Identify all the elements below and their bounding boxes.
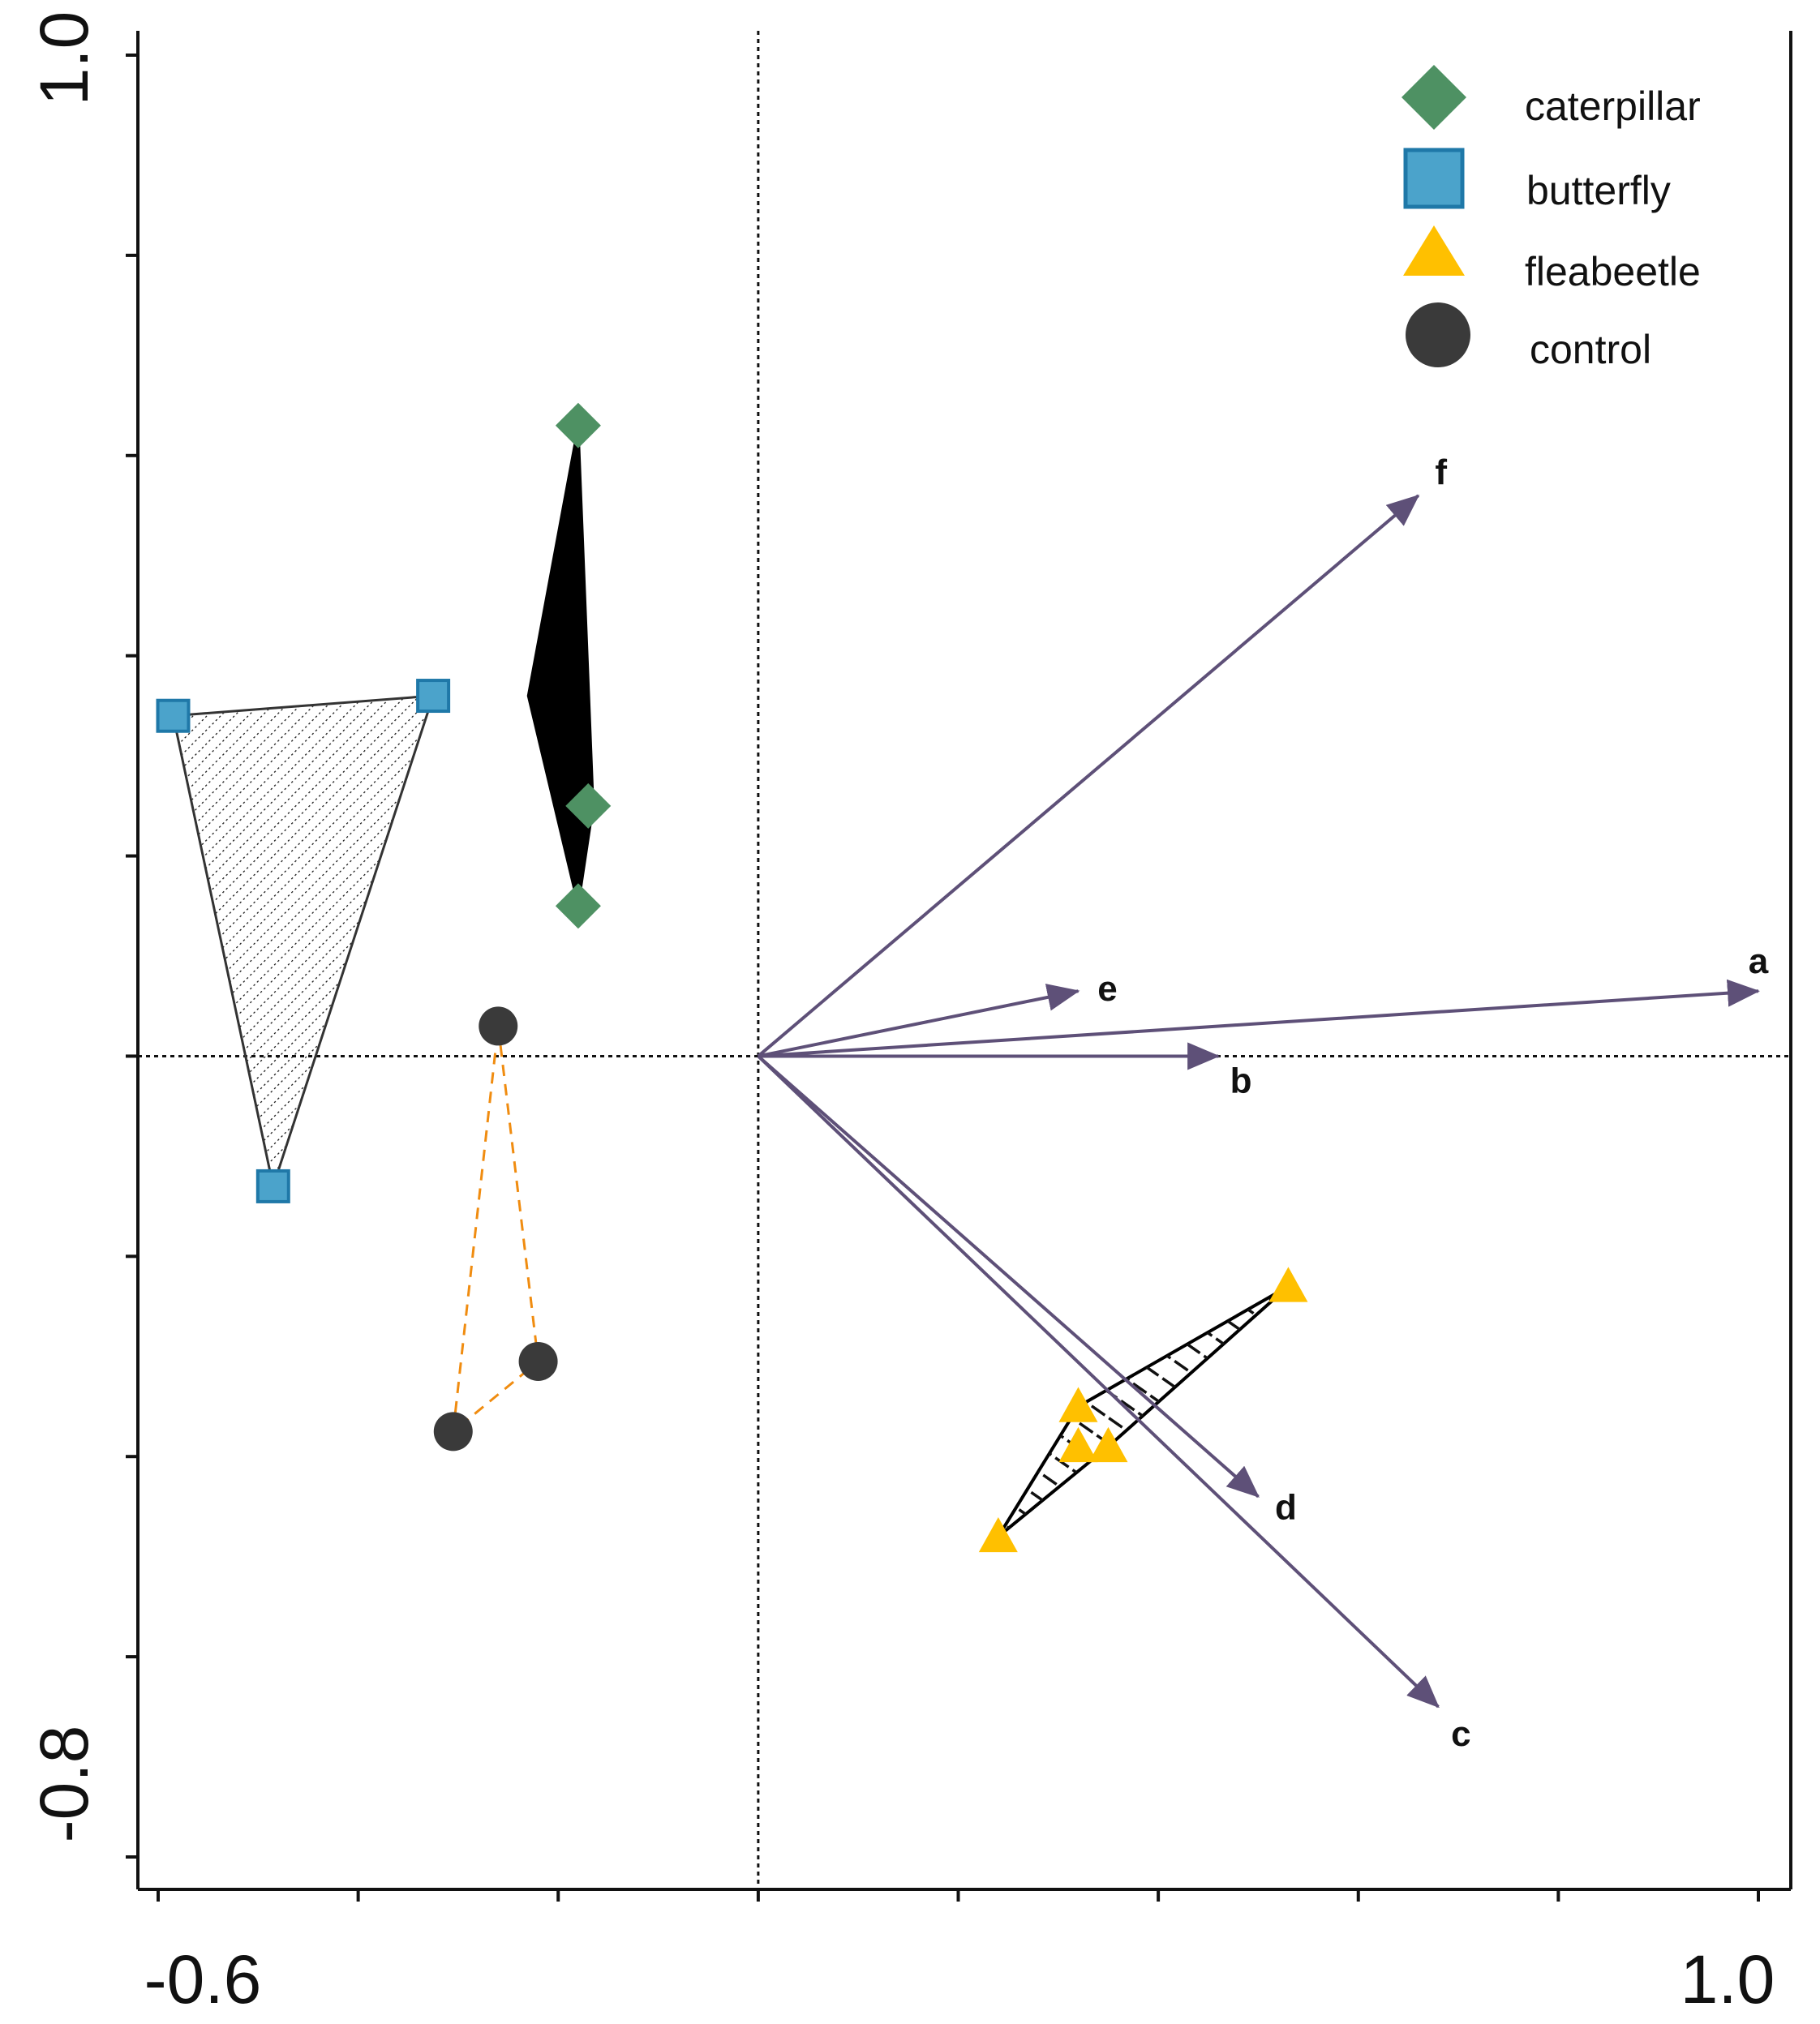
caterpillar-point-1: [565, 783, 612, 829]
fleabeetle-point-3: [1088, 1426, 1128, 1463]
control-point-1: [518, 1341, 558, 1381]
group-hulls: [171, 425, 1290, 1538]
caterpillar-point-2: [555, 883, 601, 929]
control-hull: [451, 1026, 540, 1434]
fleabeetle-point-1: [1058, 1387, 1098, 1422]
fleabeetle-hull-fill: [998, 1286, 1289, 1537]
vector-label-f: f: [1435, 452, 1447, 492]
plot-frame: [136, 31, 1792, 1891]
vector-arrow-d: [757, 1054, 1260, 1499]
butterfly-point-1: [416, 679, 451, 714]
legend-butterfly-label: butterfly: [1526, 168, 1671, 213]
y-tick-label-top: 1.0: [26, 11, 102, 106]
vector-label-c: c: [1451, 1714, 1470, 1754]
butterfly-hull: [171, 694, 436, 1191]
legend-fleabeetle-triangle-icon: [1403, 225, 1465, 276]
legend-butterfly-square-icon: [1403, 148, 1465, 209]
legend-caterpillar-label: caterpillar: [1525, 84, 1701, 129]
y-axis-ticks: [126, 54, 138, 1859]
y-tick-labels: 1.0 -0.8: [26, 11, 102, 1843]
vector-label-b: b: [1230, 1061, 1252, 1100]
vector-arrow-e: [758, 984, 1080, 1058]
fleabeetle-point-2: [1058, 1426, 1098, 1463]
control-point-0: [479, 1006, 518, 1046]
vector-arrow-a: [758, 979, 1760, 1058]
x-tick-label-left: -0.6: [144, 1941, 262, 2018]
legend-fleabeetle-label: fleabeetle: [1525, 249, 1701, 294]
caterpillar-hull: [526, 425, 595, 907]
caterpillar-point-0: [555, 402, 601, 448]
vector-arrow-c: [757, 1054, 1440, 1709]
biplot-vectors: a b c d e f: [757, 452, 1769, 1754]
fleabeetle-point-4: [978, 1516, 1018, 1553]
x-axis-ticks: [157, 1889, 1760, 1902]
vector-label-e: e: [1097, 969, 1117, 1009]
legend-control-circle-icon: [1406, 302, 1470, 367]
x-tick-label-right: 1.0: [1680, 1941, 1775, 2018]
fleabeetle-point-0: [1268, 1267, 1308, 1302]
vector-label-d: d: [1275, 1488, 1297, 1528]
legend-caterpillar-diamond-icon: [1401, 65, 1466, 130]
vector-arrow-f: [757, 494, 1420, 1057]
butterfly-point-0: [156, 698, 191, 733]
legend: caterpillar butterfly fleabeetle control: [1401, 65, 1701, 372]
reference-lines: [138, 31, 1791, 1889]
vector-label-a: a: [1749, 941, 1769, 981]
y-tick-label-bottom: -0.8: [26, 1726, 102, 1843]
x-tick-labels: -0.6 1.0: [144, 1941, 1775, 2018]
control-point-2: [433, 1412, 473, 1452]
legend-control-label: control: [1530, 327, 1651, 372]
data-points: [156, 402, 1308, 1553]
butterfly-point-2: [255, 1169, 290, 1203]
